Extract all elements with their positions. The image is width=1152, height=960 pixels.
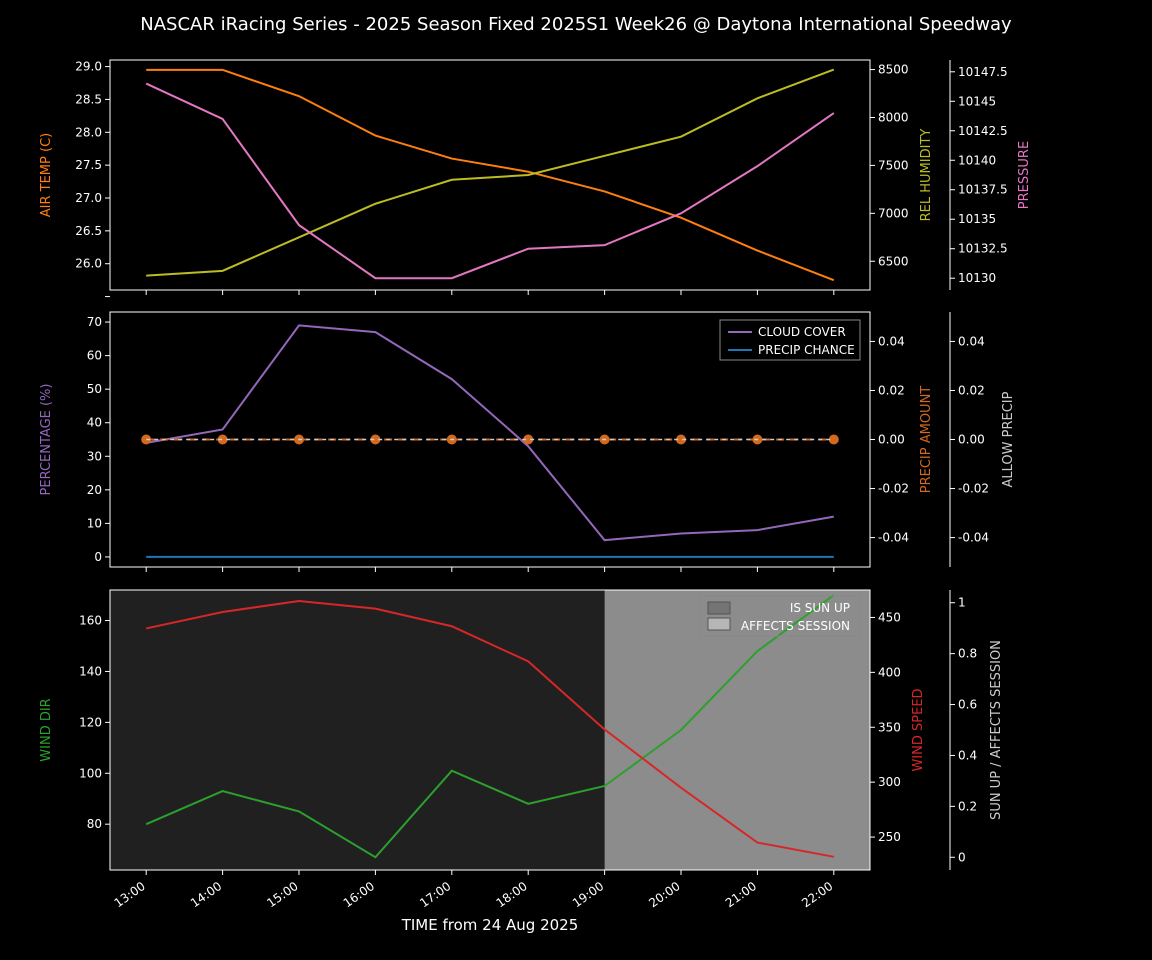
svg-text:7500: 7500: [878, 158, 909, 172]
svg-text:0.00: 0.00: [878, 433, 905, 447]
svg-text:15:00: 15:00: [264, 879, 300, 910]
svg-text:10132.5: 10132.5: [958, 242, 1008, 256]
svg-text:100: 100: [79, 766, 102, 780]
svg-text:16:00: 16:00: [341, 879, 377, 910]
svg-text:350: 350: [878, 720, 901, 734]
svg-text:28.5: 28.5: [75, 92, 102, 106]
svg-text:50: 50: [87, 382, 102, 396]
svg-text:450: 450: [878, 610, 901, 624]
svg-text:0.4: 0.4: [958, 748, 977, 762]
svg-text:250: 250: [878, 830, 901, 844]
y-axis-label: PERCENTAGE (%): [39, 384, 54, 496]
svg-text:IS SUN UP: IS SUN UP: [790, 601, 850, 615]
svg-text:0.04: 0.04: [878, 334, 905, 348]
svg-text:AFFECTS SESSION: AFFECTS SESSION: [741, 619, 850, 633]
svg-text:6500: 6500: [878, 254, 909, 268]
x-axis-label: TIME from 24 Aug 2025: [401, 916, 579, 934]
y-axis-label: PRECIP AMOUNT: [919, 386, 934, 494]
svg-text:26.0: 26.0: [75, 257, 102, 271]
svg-text:20:00: 20:00: [646, 879, 682, 910]
svg-text:10142.5: 10142.5: [958, 124, 1008, 138]
svg-text:8000: 8000: [878, 111, 909, 125]
svg-text:70: 70: [87, 315, 102, 329]
y-axis-label: WIND DIR: [39, 698, 54, 761]
svg-text:10145: 10145: [958, 94, 996, 108]
y-axis-label: AIR TEMP (C): [39, 133, 54, 217]
svg-text:14:00: 14:00: [188, 879, 224, 910]
svg-text:0.04: 0.04: [958, 334, 985, 348]
svg-text:60: 60: [87, 349, 102, 363]
svg-text:26.5: 26.5: [75, 224, 102, 238]
svg-text:80: 80: [87, 817, 102, 831]
svg-text:-0.04: -0.04: [958, 531, 989, 545]
svg-text:10147.5: 10147.5: [958, 65, 1008, 79]
svg-text:20: 20: [87, 483, 102, 497]
svg-text:22:00: 22:00: [799, 879, 835, 910]
svg-text:-0.02: -0.02: [958, 482, 989, 496]
svg-text:PRECIP CHANCE: PRECIP CHANCE: [758, 343, 855, 357]
svg-text:0: 0: [958, 850, 966, 864]
svg-text:29.0: 29.0: [75, 60, 102, 74]
y-axis-label: WIND SPEED: [911, 688, 926, 771]
svg-text:0.00: 0.00: [958, 433, 985, 447]
svg-text:0.6: 0.6: [958, 698, 977, 712]
svg-text:120: 120: [79, 715, 102, 729]
chart-title: NASCAR iRacing Series - 2025 Season Fixe…: [140, 14, 1012, 35]
svg-text:-0.04: -0.04: [878, 531, 909, 545]
svg-text:18:00: 18:00: [494, 879, 530, 910]
svg-text:160: 160: [79, 614, 102, 628]
svg-text:27.5: 27.5: [75, 158, 102, 172]
svg-text:300: 300: [878, 775, 901, 789]
y-axis-label: REL HUMIDITY: [919, 129, 934, 222]
svg-text:-0.02: -0.02: [878, 482, 909, 496]
svg-text:28.0: 28.0: [75, 125, 102, 139]
svg-text:0.02: 0.02: [958, 383, 985, 397]
svg-text:17:00: 17:00: [417, 879, 453, 910]
svg-text:13:00: 13:00: [112, 879, 148, 910]
svg-text:30: 30: [87, 449, 102, 463]
svg-text:10130: 10130: [958, 271, 996, 285]
svg-text:19:00: 19:00: [570, 879, 606, 910]
svg-text:10140: 10140: [958, 153, 996, 167]
svg-text:7000: 7000: [878, 206, 909, 220]
svg-text:400: 400: [878, 665, 901, 679]
svg-text:27.0: 27.0: [75, 191, 102, 205]
y-axis-label: PRESSURE: [1017, 141, 1032, 209]
y-axis-label: ALLOW PRECIP: [1001, 391, 1016, 487]
svg-text:10137.5: 10137.5: [958, 183, 1008, 197]
svg-text:0.02: 0.02: [878, 383, 905, 397]
svg-text:0.8: 0.8: [958, 647, 977, 661]
svg-text:10135: 10135: [958, 212, 996, 226]
svg-text:10: 10: [87, 516, 102, 530]
svg-text:CLOUD COVER: CLOUD COVER: [758, 325, 846, 339]
svg-text:8500: 8500: [878, 63, 909, 77]
svg-text:0.2: 0.2: [958, 799, 977, 813]
svg-text:1: 1: [958, 596, 966, 610]
svg-text:21:00: 21:00: [723, 879, 759, 910]
weather-chart: NASCAR iRacing Series - 2025 Season Fixe…: [0, 0, 1152, 960]
svg-text:0: 0: [94, 550, 102, 564]
svg-text:40: 40: [87, 416, 102, 430]
svg-text:140: 140: [79, 664, 102, 678]
y-axis-label: SUN UP / AFFECTS SESSION: [989, 640, 1004, 820]
